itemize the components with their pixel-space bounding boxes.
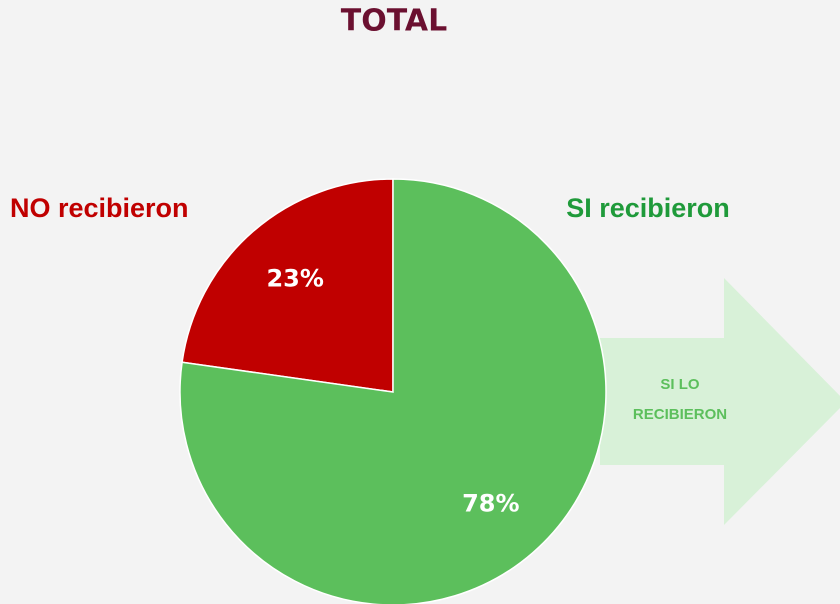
category-label: SI recibieron — [566, 193, 730, 223]
annotation: RECIBIERON — [633, 406, 727, 423]
arrow — [600, 278, 840, 525]
category-label: NO recibieron — [10, 193, 189, 223]
value-label: 23% — [266, 264, 323, 292]
value-label: 78% — [462, 490, 519, 518]
annotation: SI LO — [660, 376, 700, 393]
pie-slice — [181, 178, 394, 393]
pie-slice — [179, 178, 607, 604]
chart-title: TOTAL — [341, 4, 447, 39]
